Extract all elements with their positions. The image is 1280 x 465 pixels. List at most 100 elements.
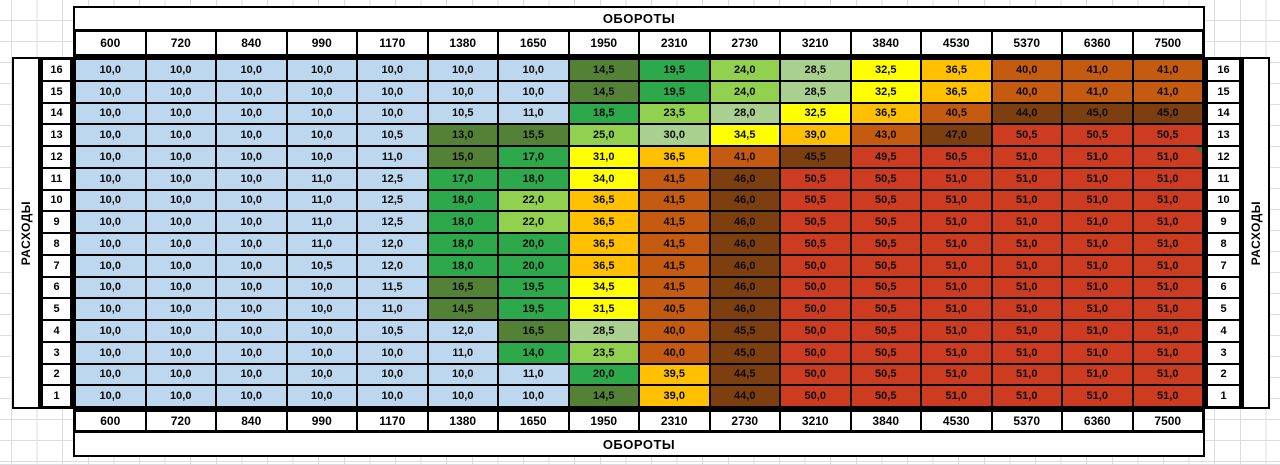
data-cell[interactable]: 10,0 (145, 276, 216, 299)
data-cell[interactable]: 50,0 (780, 298, 851, 320)
data-cell[interactable]: 50,5 (780, 167, 851, 190)
row-header-cell[interactable]: 1 (1207, 385, 1240, 407)
data-cell[interactable]: 45,0 (709, 341, 780, 364)
data-cell[interactable]: 10,0 (216, 385, 287, 407)
data-cell[interactable]: 10,0 (216, 363, 287, 386)
data-cell[interactable]: 10,0 (145, 211, 216, 233)
data-cell[interactable]: 10,0 (286, 102, 357, 125)
data-cell[interactable]: 13,0 (427, 124, 498, 146)
data-cell[interactable]: 51,0 (991, 341, 1062, 364)
data-cell[interactable]: 23,5 (568, 341, 639, 364)
data-cell[interactable]: 18,5 (568, 102, 639, 125)
data-cell[interactable]: 31,0 (568, 146, 639, 168)
data-cell[interactable]: 10,0 (286, 385, 357, 407)
data-cell[interactable]: 19,5 (639, 80, 710, 103)
data-cell[interactable]: 10,0 (216, 233, 287, 255)
data-cell[interactable]: 10,0 (75, 211, 146, 233)
data-cell[interactable]: 18,0 (427, 189, 498, 212)
data-cell[interactable]: 10,0 (75, 276, 146, 299)
data-cell[interactable]: 51,0 (991, 363, 1062, 386)
data-cell[interactable]: 41,0 (1062, 80, 1133, 103)
column-header-cell[interactable]: 840 (216, 411, 287, 431)
column-header-cell[interactable]: 1650 (498, 411, 569, 431)
data-cell[interactable]: 51,0 (1062, 341, 1133, 364)
data-cell[interactable]: 51,0 (921, 189, 992, 212)
column-header-cell[interactable]: 840 (216, 31, 287, 55)
data-cell[interactable]: 51,0 (921, 211, 992, 233)
data-cell[interactable]: 10,0 (216, 298, 287, 320)
data-cell[interactable]: 10,0 (75, 254, 146, 277)
data-cell[interactable]: 10,5 (357, 124, 428, 146)
data-cell[interactable]: 10,0 (75, 59, 146, 81)
data-cell[interactable]: 51,0 (1062, 298, 1133, 320)
data-cell[interactable]: 50,5 (850, 385, 921, 407)
data-cell[interactable]: 51,0 (1062, 233, 1133, 255)
data-cell[interactable]: 10,0 (216, 146, 287, 168)
data-cell[interactable]: 44,0 (709, 385, 780, 407)
data-cell[interactable]: 11,5 (357, 276, 428, 299)
column-header-cell[interactable]: 600 (75, 31, 146, 55)
data-cell[interactable]: 36,5 (921, 59, 992, 81)
data-cell[interactable]: 46,0 (709, 211, 780, 233)
data-cell[interactable]: 11,0 (286, 167, 357, 190)
data-cell[interactable]: 11,0 (357, 298, 428, 320)
column-header-cell[interactable]: 2310 (639, 411, 710, 431)
data-cell[interactable]: 16,5 (427, 276, 498, 299)
data-cell[interactable]: 10,0 (75, 341, 146, 364)
data-cell[interactable]: 51,0 (1132, 320, 1203, 342)
column-header-cell[interactable]: 3840 (850, 31, 921, 55)
data-cell[interactable]: 40,5 (639, 298, 710, 320)
data-cell[interactable]: 10,0 (75, 298, 146, 320)
data-cell[interactable]: 10,0 (357, 80, 428, 103)
data-cell[interactable]: 50,0 (780, 363, 851, 386)
data-cell[interactable]: 10,0 (286, 298, 357, 320)
data-cell[interactable]: 50,5 (780, 233, 851, 255)
data-cell[interactable]: 50,5 (850, 276, 921, 299)
column-header-cell[interactable]: 1170 (357, 31, 428, 55)
row-header-cell[interactable]: 5 (1207, 298, 1240, 320)
data-cell[interactable]: 45,5 (709, 320, 780, 342)
row-header-cell[interactable]: 16 (1207, 59, 1240, 81)
data-cell[interactable]: 23,5 (639, 102, 710, 125)
data-cell[interactable]: 10,0 (75, 102, 146, 125)
data-cell[interactable]: 14,5 (427, 298, 498, 320)
data-cell[interactable]: 10,0 (286, 320, 357, 342)
data-cell[interactable]: 10,0 (75, 189, 146, 212)
data-cell[interactable]: 10,0 (498, 80, 569, 103)
data-cell[interactable]: 51,0 (1132, 254, 1203, 277)
data-cell[interactable]: 10,0 (357, 59, 428, 81)
data-cell[interactable]: 10,0 (75, 363, 146, 386)
column-header-cell[interactable]: 990 (286, 31, 357, 55)
data-cell[interactable]: 51,0 (1062, 167, 1133, 190)
data-cell[interactable]: 10,0 (145, 189, 216, 212)
data-cell[interactable]: 11,0 (286, 233, 357, 255)
row-header-cell[interactable]: 5 (42, 298, 71, 320)
data-cell[interactable]: 10,0 (427, 363, 498, 386)
row-header-cell[interactable]: 4 (1207, 320, 1240, 342)
row-header-cell[interactable]: 4 (42, 320, 71, 342)
data-cell[interactable]: 51,0 (921, 298, 992, 320)
data-cell[interactable]: 11,0 (427, 341, 498, 364)
data-cell[interactable]: 46,0 (709, 254, 780, 277)
data-cell[interactable]: 51,0 (1132, 233, 1203, 255)
data-cell[interactable]: 18,0 (427, 211, 498, 233)
data-cell[interactable]: 12,5 (357, 167, 428, 190)
data-cell[interactable]: 50,5 (850, 254, 921, 277)
data-cell[interactable]: 28,5 (780, 80, 851, 103)
data-cell[interactable]: 51,0 (921, 276, 992, 299)
data-cell[interactable]: 50,5 (850, 341, 921, 364)
data-cell[interactable]: 50,5 (850, 363, 921, 386)
column-header-cell[interactable]: 600 (75, 411, 146, 431)
data-cell[interactable]: 10,0 (75, 124, 146, 146)
data-cell[interactable]: 36,5 (568, 189, 639, 212)
data-cell[interactable]: 51,0 (991, 254, 1062, 277)
data-cell[interactable]: 41,5 (639, 254, 710, 277)
data-cell[interactable]: 11,0 (498, 363, 569, 386)
data-cell[interactable]: 31,5 (568, 298, 639, 320)
column-header-cell[interactable]: 1950 (568, 411, 639, 431)
data-cell[interactable]: 51,0 (1062, 363, 1133, 386)
row-header-cell[interactable]: 9 (42, 211, 71, 233)
data-cell[interactable]: 39,5 (639, 363, 710, 386)
data-cell[interactable]: 10,0 (75, 320, 146, 342)
data-cell[interactable]: 50,5 (780, 211, 851, 233)
